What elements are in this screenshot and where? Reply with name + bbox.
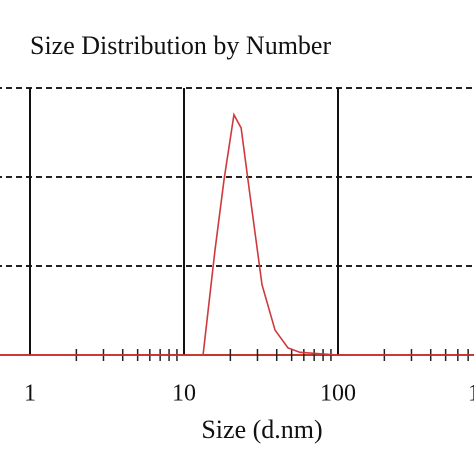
x-tick-label: 1 bbox=[24, 381, 36, 407]
x-axis-label: Size (d.nm) bbox=[201, 415, 322, 444]
x-tick-label: 100 bbox=[320, 381, 356, 407]
data-line bbox=[0, 112, 474, 356]
chart-title: Size Distribution by Number bbox=[30, 31, 331, 60]
x-tick-label: 1000 bbox=[468, 381, 474, 407]
x-tick-label: 10 bbox=[172, 381, 196, 407]
